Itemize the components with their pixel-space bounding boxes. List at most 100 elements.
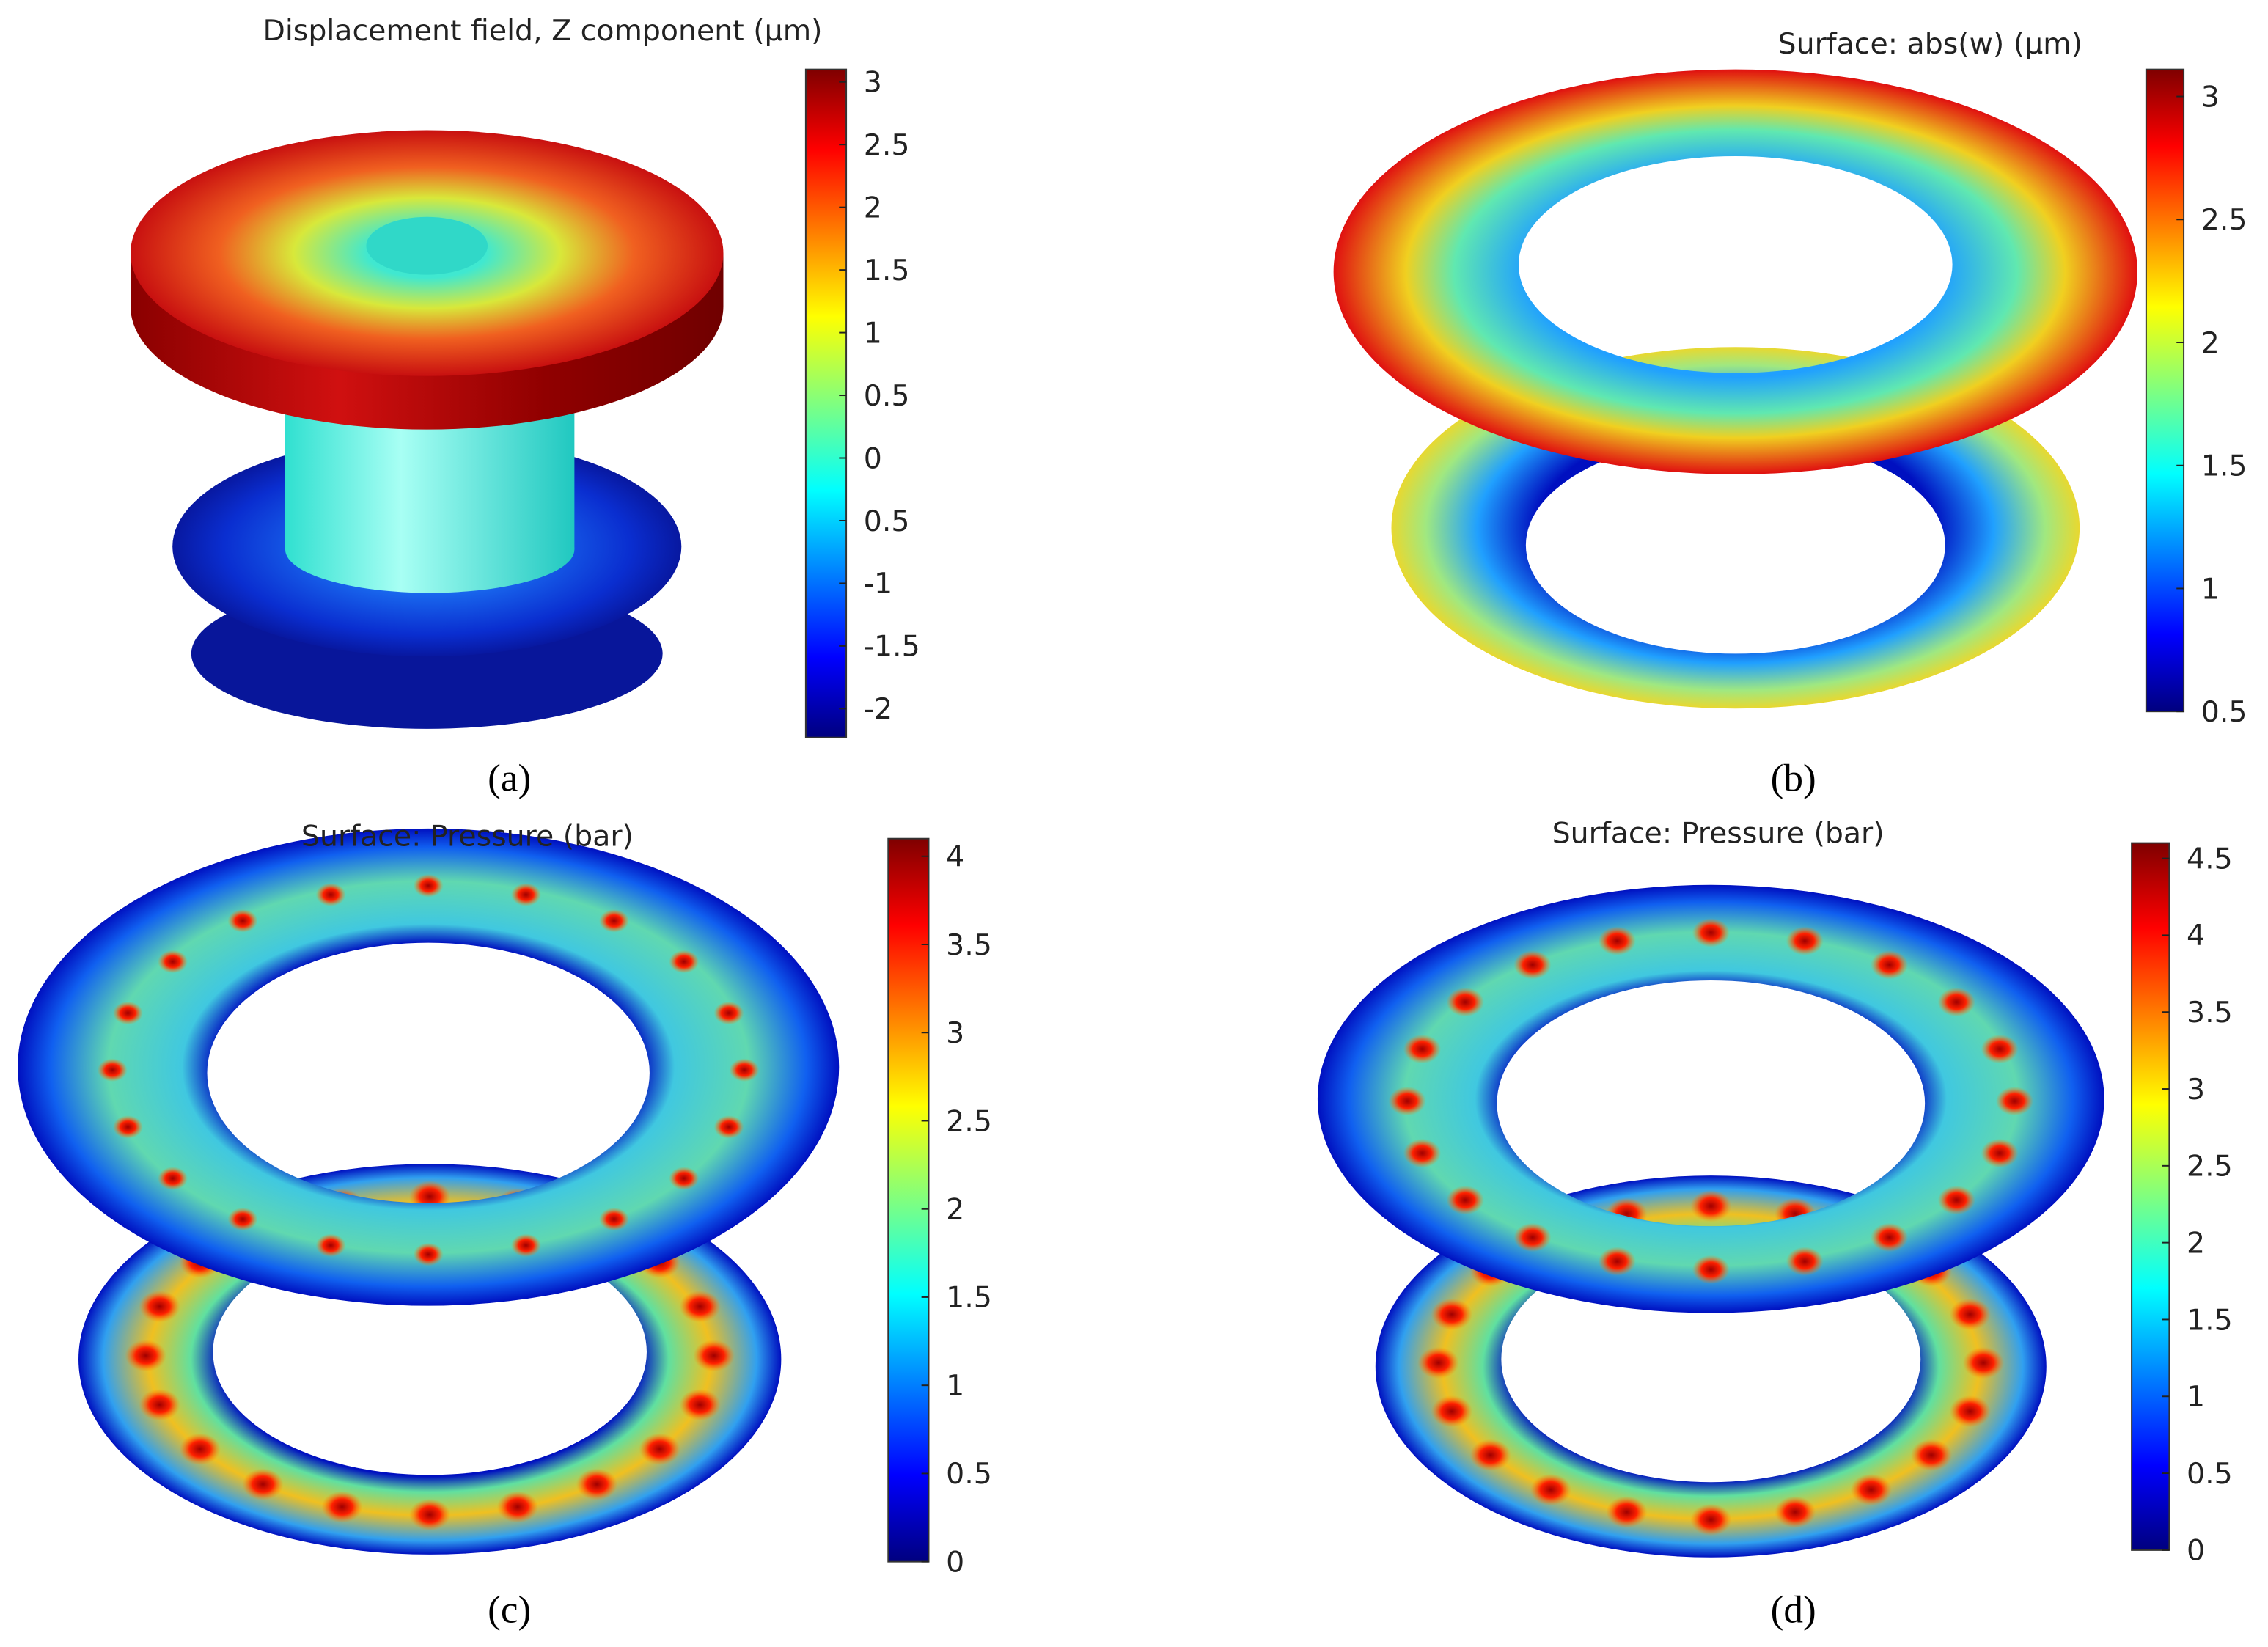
panel-label: (d)	[1771, 1588, 1816, 1631]
panel-title: Surface: abs(w) (μm)	[1778, 27, 2083, 61]
pressure-spot	[1692, 1255, 1730, 1285]
pressure-spot	[713, 1001, 744, 1025]
colorbar-tick-label: 0	[946, 1545, 964, 1579]
pressure-spot	[1962, 1346, 2005, 1379]
pressure-spot	[679, 1290, 721, 1323]
pressure-spot	[729, 1058, 760, 1082]
ring	[1333, 69, 2138, 474]
pressure-spot	[510, 883, 541, 906]
pressure-spot	[1403, 1034, 1442, 1064]
pressure-spot	[408, 1498, 451, 1531]
pressure-spot	[1431, 1298, 1472, 1331]
pressure-spot	[112, 1001, 143, 1025]
colorbar-tick-label: 1.5	[2187, 1303, 2233, 1337]
labels: Displacement field, Z component (μm) (a) 3…	[263, 14, 2247, 1631]
colorbar	[804, 68, 848, 738]
colorbar-tick-label: -1.5	[864, 630, 920, 664]
panel-label: (b)	[1771, 757, 1816, 800]
pressure-spot	[1937, 987, 1975, 1017]
colorbar-tick-label: 4	[2187, 919, 2205, 953]
pressure-spot	[598, 1207, 629, 1231]
colorbar-tick-label: 2.5	[864, 128, 910, 162]
pressure-spot	[1937, 1185, 1975, 1215]
pressure-spot	[158, 950, 188, 974]
pressure-spot	[413, 874, 444, 898]
pressure-spot	[1949, 1395, 1991, 1428]
pressure-spot	[1469, 1439, 1511, 1471]
pressure-spot	[1431, 1395, 1472, 1428]
colorbar-tick-label: 1	[864, 316, 882, 350]
pressure-spot	[693, 1339, 735, 1372]
pressure-spot	[1981, 1138, 2019, 1168]
colorbar-tick-label: 0	[2187, 1534, 2205, 1568]
pressure-spot	[639, 1433, 680, 1465]
pressure-spot	[1995, 1086, 2034, 1116]
pressure-spot	[1388, 1086, 1426, 1116]
pressure-spot	[1786, 926, 1824, 955]
pressure-spot	[321, 1491, 363, 1523]
pressure-spot	[227, 1207, 258, 1231]
panel-title: Surface: Pressure (bar)	[1552, 817, 1885, 851]
colorbar-tick-label: 0	[864, 441, 882, 475]
colorbar-tick-label: 0.5	[864, 505, 910, 538]
colorbar-tick-label: 3.5	[946, 928, 992, 962]
pressure-spot	[669, 1167, 700, 1190]
panel-label: (c)	[488, 1588, 531, 1631]
colorbar-tick-label: 2.5	[2187, 1150, 2233, 1184]
pressure-spot	[125, 1339, 166, 1372]
panel-title: Surface: Pressure (bar)	[301, 820, 634, 854]
pressure-spot	[1417, 1346, 1459, 1379]
panel-title: Displacement field, Z component (μm)	[263, 14, 822, 48]
colorbar-tick-label: 1	[2201, 572, 2220, 606]
ring	[1317, 884, 2104, 1313]
pressure-spot	[1871, 950, 1909, 980]
colorbar-tick-label: 2	[2187, 1226, 2205, 1260]
colorbar	[2131, 842, 2170, 1551]
colorbar-tick-label: 0.5	[2187, 1457, 2233, 1491]
colorbar-tick-label: 1.5	[2201, 450, 2247, 483]
pressure-spot	[669, 950, 700, 974]
pressure-spot	[1690, 1189, 1732, 1222]
pressure-spot	[413, 1242, 444, 1266]
colorbar-tick-label: 2	[946, 1193, 964, 1227]
colorbar-tick-label: 2	[2201, 326, 2220, 360]
colorbar	[887, 837, 930, 1563]
colorbar-tick-label: 2	[864, 191, 882, 224]
colorbar-tick-label: 3	[946, 1016, 964, 1050]
pressure-spot	[315, 1233, 346, 1258]
colorbar-tick-label: -2	[864, 692, 892, 726]
panel-label: (a)	[488, 757, 531, 800]
colorbar-tick-label: 2.5	[2201, 203, 2247, 237]
pressure-spot	[112, 1115, 143, 1139]
colorbar-tick-label: 3	[864, 66, 882, 100]
pressure-spot	[576, 1468, 618, 1500]
pressure-spot	[139, 1388, 180, 1421]
pressure-spot	[510, 1233, 541, 1258]
hole	[366, 216, 488, 275]
colorbar-tick-label: 2.5	[946, 1104, 992, 1138]
colorbar	[2145, 68, 2185, 713]
pressure-spot	[1871, 1222, 1909, 1252]
pressure-spot	[242, 1468, 284, 1500]
pressure-spot	[1403, 1138, 1442, 1168]
pressure-spot	[315, 883, 346, 906]
pressure-spot	[1598, 926, 1636, 955]
pressure-spot	[1530, 1473, 1572, 1506]
pressure-spot	[679, 1388, 721, 1421]
ring	[18, 828, 840, 1306]
pressure-spot	[1692, 918, 1730, 947]
pressure-spot	[97, 1058, 128, 1082]
colorbar-tick-label: 3.5	[2187, 996, 2233, 1030]
colorbar-tick-label: 0.5	[946, 1457, 992, 1491]
pressure-spot	[1786, 1247, 1824, 1276]
pressure-spot	[1949, 1298, 1991, 1331]
pressure-spot	[713, 1115, 744, 1139]
colorbar-tick-label: 1	[946, 1369, 964, 1403]
colorbar-tick-label: 1.5	[864, 254, 910, 287]
colorbar-tick-label: 0.5	[2201, 695, 2247, 729]
pressure-spot	[496, 1491, 539, 1523]
colorbar-tick-label: 0.5	[864, 379, 910, 413]
pressure-spot	[158, 1167, 188, 1190]
artwork	[130, 130, 724, 729]
pressure-spot	[1774, 1496, 1816, 1528]
